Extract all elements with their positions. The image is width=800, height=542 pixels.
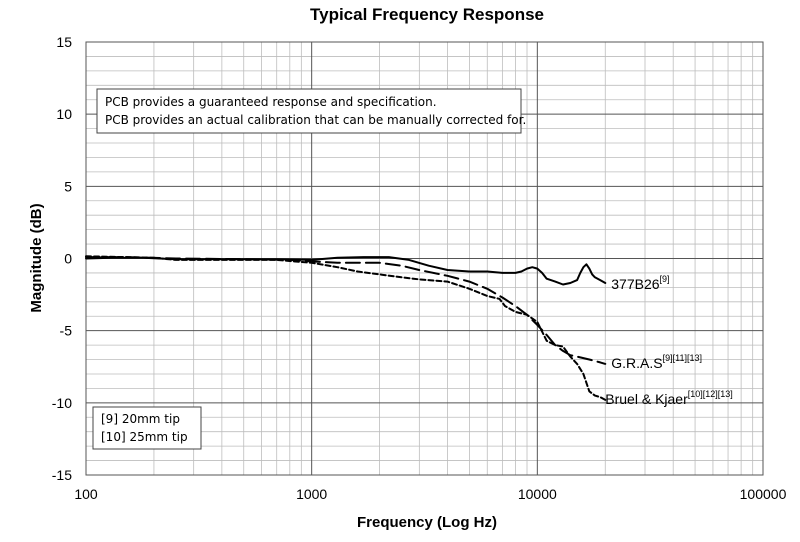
y-tick-label: 15	[56, 34, 72, 50]
x-tick-label: 100000	[740, 486, 787, 502]
y-tick-label: 0	[64, 251, 72, 267]
y-tick-label: 10	[56, 106, 72, 122]
series-line-1	[85, 256, 607, 365]
y-tick-label: 5	[64, 178, 72, 194]
axis-ticks: 100 1000 10000 100000 15 10 5 0 -5 -10 -15	[52, 34, 787, 502]
series-labels: 377B26[9] G.R.A.S[9][11][13] Bruel & Kjaer…	[605, 274, 733, 407]
series-line-2	[85, 255, 607, 401]
note-box	[96, 88, 522, 134]
note-line-1: PCB provides a guaranteed response and s…	[105, 95, 437, 109]
x-tick-label: 10000	[518, 486, 557, 502]
tip-legend-box	[92, 406, 202, 450]
series-curves	[85, 255, 607, 401]
series-label-0: 377B26[9]	[611, 274, 669, 292]
series-label-1: G.R.A.S[9][11][13]	[611, 353, 702, 371]
chart-title: Typical Frequency Response	[310, 5, 544, 24]
y-tick-label: -5	[60, 323, 73, 339]
y-tick-label: -15	[52, 467, 72, 483]
x-tick-label: 100	[74, 486, 98, 502]
tip-legend-line-1: [9] 20mm tip	[101, 412, 180, 426]
x-axis-label: Frequency (Log Hz)	[357, 514, 497, 531]
x-tick-label: 1000	[296, 486, 327, 502]
y-axis-label: Magnitude (dB)	[28, 203, 45, 312]
y-tick-label: -10	[52, 395, 72, 411]
series-label-2: Bruel & Kjaer[10][12][13]	[605, 389, 733, 407]
tip-legend-line-2: [10] 25mm tip	[101, 430, 188, 444]
note-line-2: PCB provides an actual calibration that …	[105, 113, 526, 127]
